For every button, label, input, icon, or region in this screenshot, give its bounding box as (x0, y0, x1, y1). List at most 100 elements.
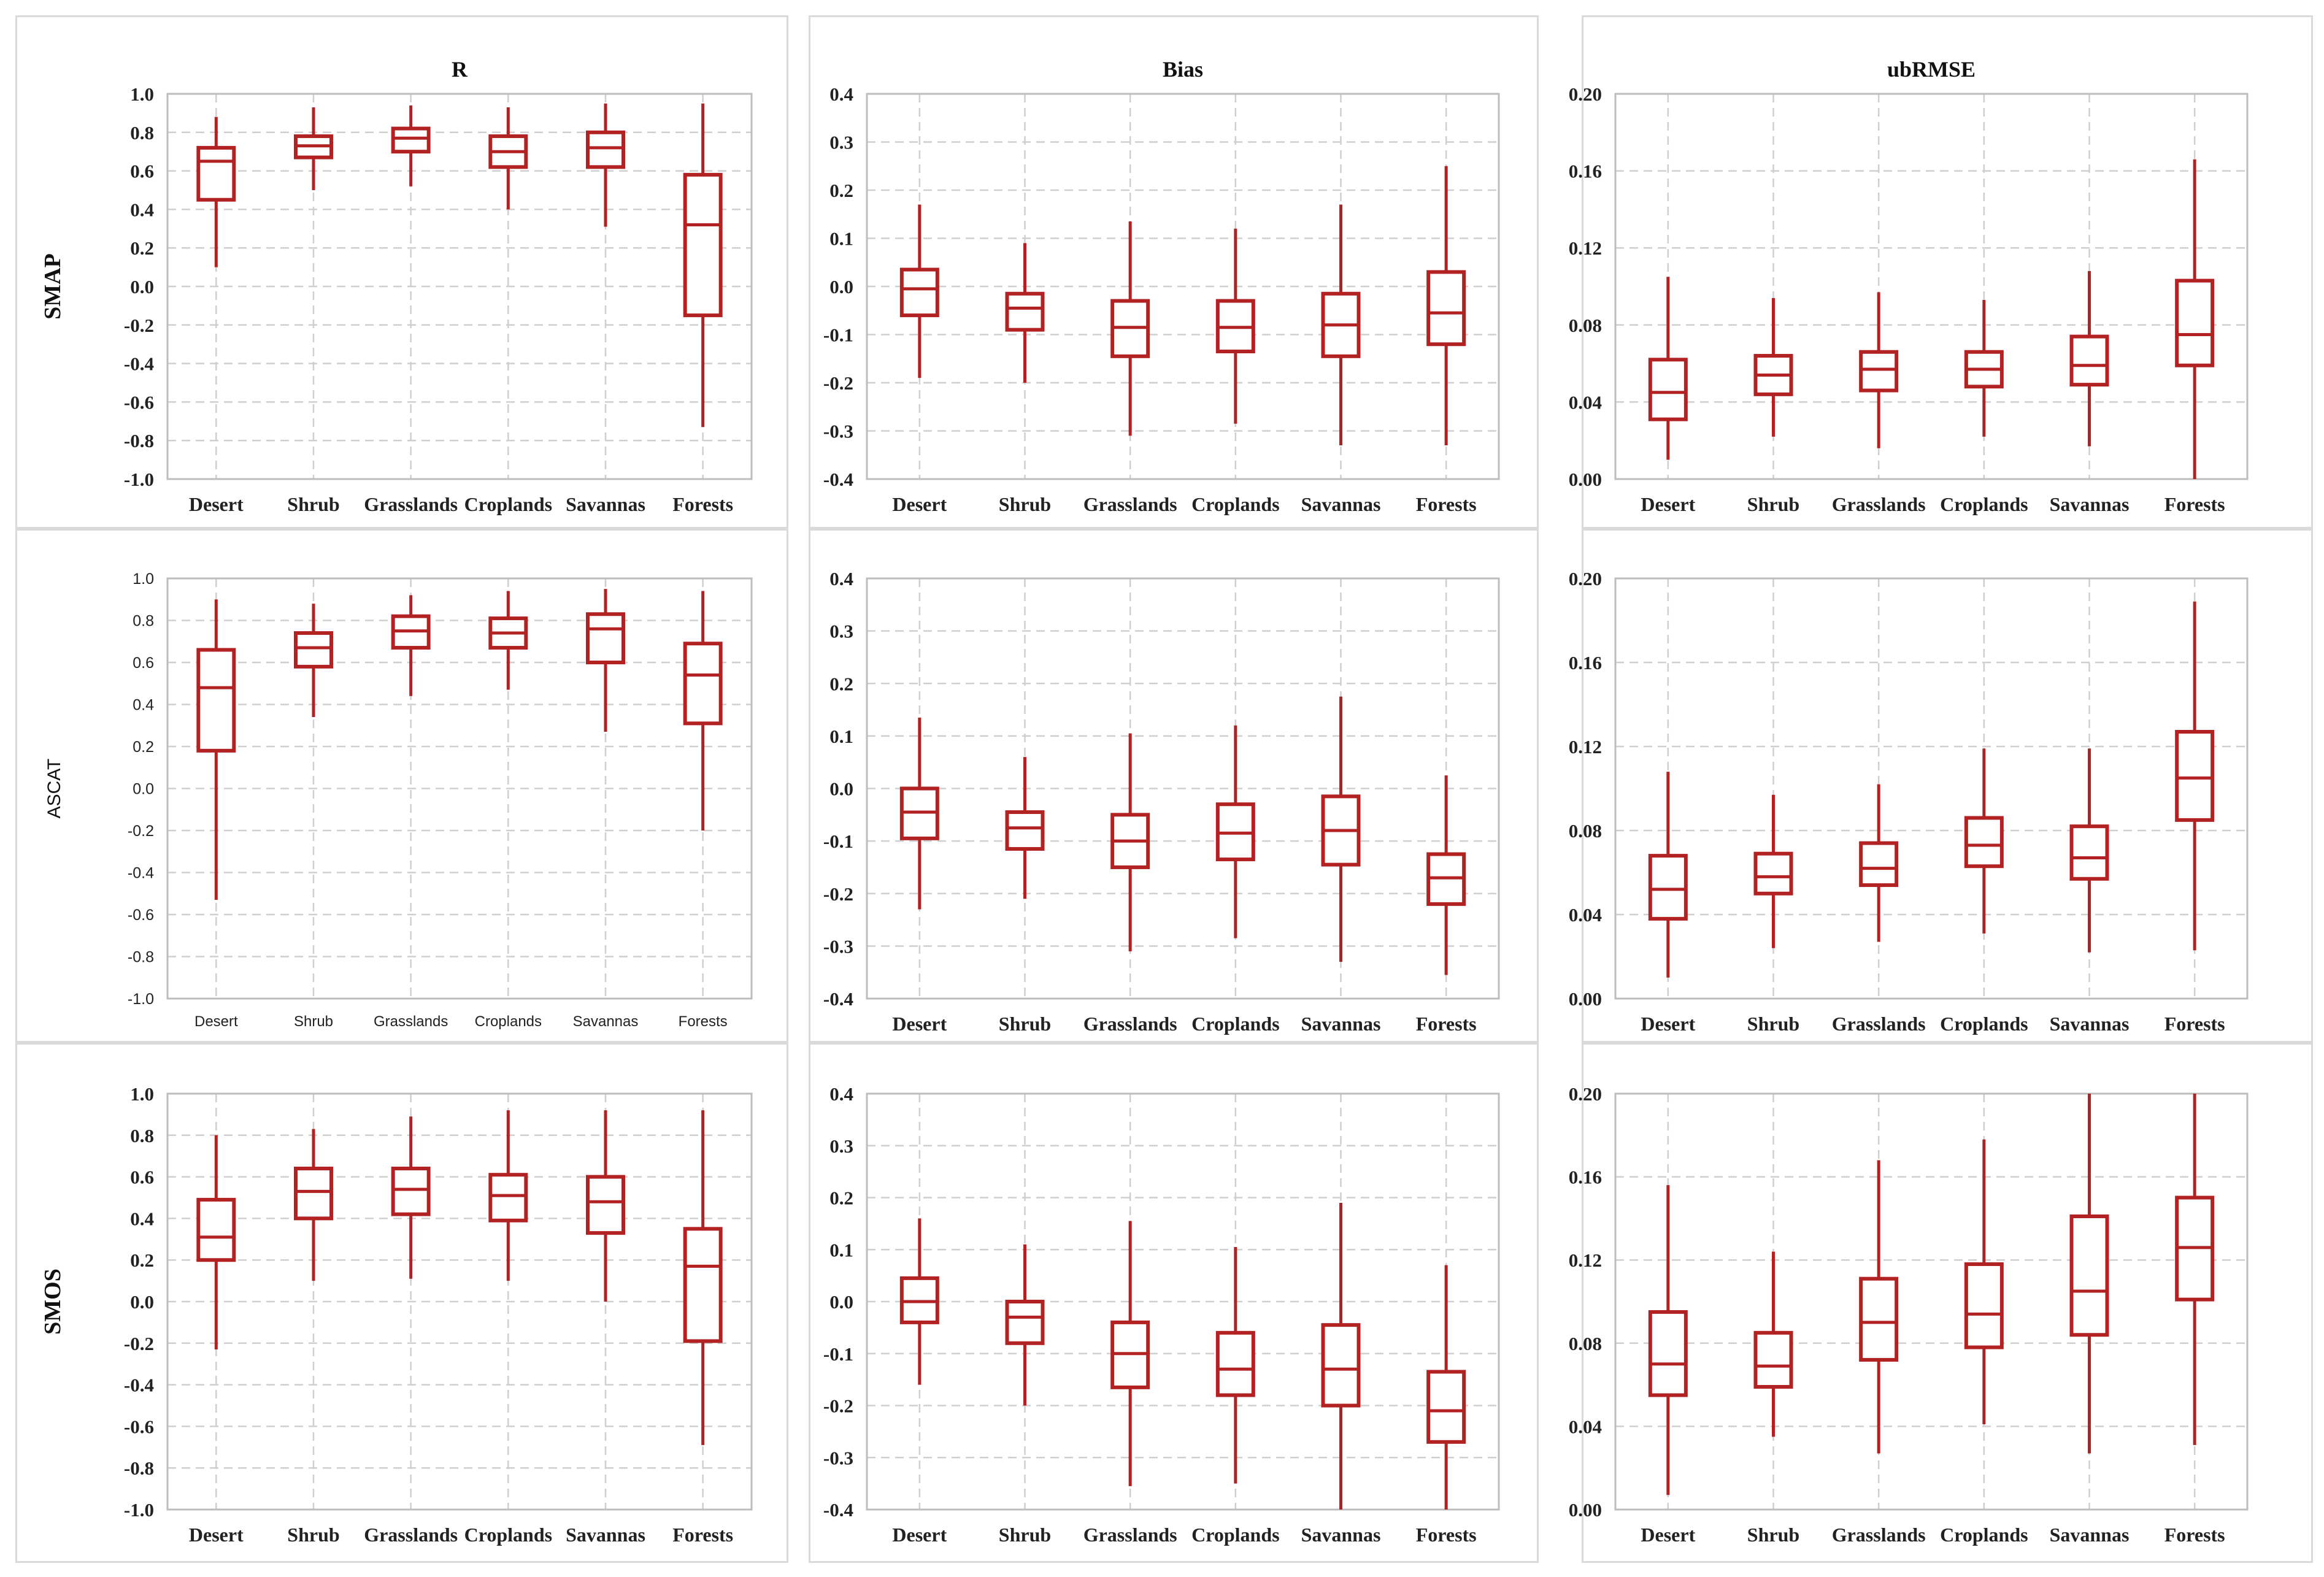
x-tick-label: Croplands (464, 493, 552, 515)
y-tick-label: 0.4 (829, 568, 853, 589)
x-tick-label: Forests (2164, 1013, 2225, 1035)
x-tick-label: Grasslands (364, 1524, 458, 1546)
box-plot-svg: 1.0 0.8 0.6 0.4 0.2 0.0 -0.2 -0.4 -0.6 -0.8 -1.0 De… (44, 570, 753, 1030)
box-plot-svg: 1.0 0.8 0.6 0.4 0.2 0.0 -0.2 -0.4 -0.6 -0.8 -1.0 De… (40, 57, 753, 515)
iqr-box (2069, 824, 2109, 881)
iqr-box (1426, 1370, 1466, 1444)
y-tick-label: 0.4 (829, 1083, 853, 1105)
iqr-box (1648, 358, 1688, 421)
y-tick-label: 1.0 (133, 570, 154, 588)
y-tick-label: -0.4 (124, 353, 154, 375)
panel-ascat-ubrmse: 0.20 0.16 0.12 0.08 0.04 0.00 Desert Shrub Grass… (1569, 529, 2313, 1043)
iqr-box (1215, 1330, 1255, 1397)
box-plot-svg: 0.20 0.16 0.12 0.08 0.04 0.00 Desert Shrub Grass… (1569, 1083, 2249, 1546)
chart-title: Bias (1163, 57, 1203, 82)
box-plot-svg: 0.20 0.16 0.12 0.08 0.04 0.00 Desert Shrub Grass… (1569, 57, 2249, 515)
x-tick-label: Shrub (1747, 493, 1799, 515)
y-tick-label: 0.08 (1569, 820, 1602, 842)
y-tick-label: 0.0 (829, 778, 853, 800)
box-desert (1648, 772, 1688, 978)
box-grasslands (391, 1116, 431, 1279)
x-tick-label: Desert (892, 1013, 947, 1035)
x-tick-label: Savannas (573, 1013, 639, 1030)
iqr-box (1648, 854, 1688, 921)
y-tick-label: 0.2 (133, 739, 154, 756)
iqr-box (1648, 1310, 1688, 1397)
y-tick-label: -0.8 (124, 1457, 154, 1479)
x-tick-label: Croplands (1940, 493, 2028, 515)
box-plot-svg: 0.4 0.3 0.2 0.1 0.0 -0.1 -0.2 -0.3 -0.4 Desert Shr… (823, 57, 1500, 515)
x-tick-label: Shrub (287, 1524, 339, 1546)
x-tick-label: Desert (892, 493, 947, 515)
box-savannas (2069, 271, 2109, 447)
plot-frame (866, 1092, 1500, 1511)
box-grasslands (1859, 784, 1899, 942)
iqr-box (899, 267, 939, 318)
box-desert (1648, 1185, 1688, 1495)
y-tick-label: 0.4 (130, 1208, 154, 1229)
plot-frame (1614, 1092, 2249, 1511)
box-desert (196, 1135, 236, 1349)
y-tick-label: -0.4 (124, 1375, 154, 1396)
x-tick-label: Savannas (2050, 1524, 2130, 1546)
y-tick-label: 0.12 (1569, 1249, 1602, 1271)
x-tick-label: Shrub (1747, 1524, 1799, 1546)
box-savannas (1321, 1202, 1361, 1510)
y-tick-label: -0.2 (124, 315, 154, 336)
y-tick-label: -0.2 (823, 1395, 853, 1417)
y-tick-label: -0.8 (124, 430, 154, 451)
y-tick-label: 0.3 (829, 132, 853, 153)
box-grasslands (1110, 221, 1150, 436)
y-tick-label: 0.4 (133, 697, 154, 714)
y-tick-label: 0.8 (130, 1125, 154, 1146)
y-tick-label: -0.3 (823, 421, 853, 442)
box-shrub (1753, 297, 1793, 437)
chart-title: ubRMSE (1887, 57, 1976, 82)
x-tick-label: Savannas (566, 1524, 645, 1546)
y-axis-label: ASCAT (44, 759, 64, 819)
x-tick-label: Shrub (999, 1013, 1051, 1035)
iqr-box (1005, 1300, 1045, 1345)
iqr-box (1859, 841, 1899, 888)
y-tick-label: 0.04 (1569, 904, 1602, 926)
plot-frame (1614, 577, 2249, 1000)
box-forests (683, 1110, 723, 1445)
panel-smos-r: 1.0 0.8 0.6 0.4 0.2 0.0 -0.2 -0.4 -0.6 -0.8 -1.0 De… (15, 1043, 788, 1563)
x-tick-label: Shrub (294, 1013, 333, 1030)
y-tick-label: 0.2 (829, 180, 853, 201)
box-savannas (586, 103, 625, 227)
plot-frame (866, 577, 1500, 1000)
plot-frame (166, 577, 753, 1000)
y-tick-label: -0.3 (823, 935, 853, 957)
iqr-box (1859, 1276, 1899, 1362)
iqr-box (2175, 730, 2215, 822)
iqr-box (683, 1227, 723, 1343)
y-tick-label: -0.4 (128, 865, 154, 882)
y-tick-label: -0.8 (128, 949, 154, 966)
x-tick-label: Savannas (566, 493, 645, 515)
box-plot-svg: 0.20 0.16 0.12 0.08 0.04 0.00 Desert Shrub Grass… (1569, 568, 2249, 1035)
plot-frame (166, 1092, 753, 1511)
box-croplands (1964, 748, 2004, 934)
x-tick-label: Forests (672, 1524, 733, 1546)
iqr-box (2175, 278, 2215, 367)
iqr-box (586, 1175, 625, 1235)
y-tick-label: 0.3 (829, 1135, 853, 1157)
y-tick-label: -0.4 (823, 988, 853, 1010)
y-tick-label: 0.6 (133, 654, 154, 672)
y-tick-label: -0.2 (823, 372, 853, 394)
box-shrub (294, 604, 333, 718)
iqr-box (1964, 1262, 2004, 1349)
x-tick-label: Shrub (287, 493, 339, 515)
box-desert (196, 117, 236, 267)
box-croplands (1215, 1247, 1255, 1484)
x-tick-label: Croplands (1191, 493, 1279, 515)
y-tick-label: 0.4 (130, 199, 154, 220)
y-tick-label: 0.1 (829, 228, 853, 250)
x-tick-label: Shrub (1747, 1013, 1799, 1035)
y-tick-label: -0.6 (128, 907, 154, 924)
y-tick-label: 0.0 (133, 781, 154, 798)
box-shrub (294, 1129, 333, 1281)
y-tick-label: 0.6 (130, 1167, 154, 1188)
